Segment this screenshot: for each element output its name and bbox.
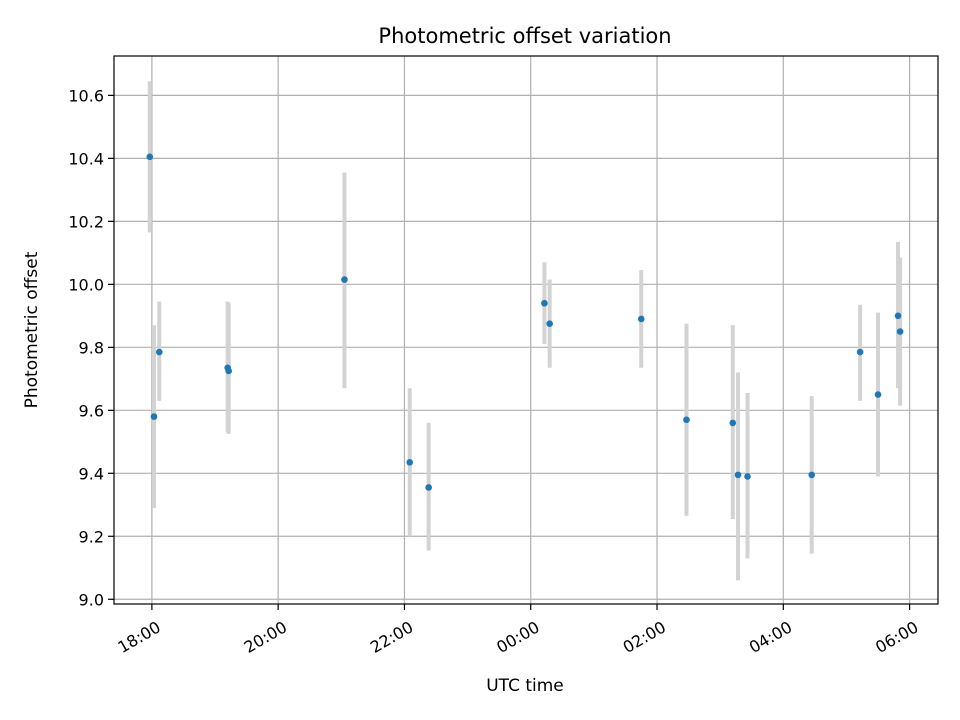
data-point bbox=[856, 348, 864, 356]
x-axis-label: UTC time bbox=[486, 676, 564, 696]
data-point bbox=[341, 276, 348, 283]
chart-title: Photometric offset variation bbox=[378, 24, 671, 48]
y-tick-label: 9.6 bbox=[79, 401, 104, 420]
data-point bbox=[150, 413, 158, 420]
data-point bbox=[729, 419, 737, 427]
data-point bbox=[225, 367, 233, 375]
data-points bbox=[146, 153, 904, 491]
x-tick-label: 00:00 bbox=[493, 617, 542, 657]
x-tick-label: 22:00 bbox=[367, 617, 416, 657]
x-tick-label: 04:00 bbox=[746, 617, 795, 657]
y-tick-label: 9.4 bbox=[79, 464, 104, 483]
data-point bbox=[425, 484, 432, 491]
y-tick-label: 9.0 bbox=[79, 590, 104, 609]
data-point bbox=[734, 471, 742, 479]
data-point bbox=[146, 153, 154, 161]
y-tick-label: 10.2 bbox=[68, 212, 104, 231]
data-point bbox=[541, 299, 548, 307]
y-tick-label: 10.6 bbox=[68, 86, 104, 105]
data-point bbox=[637, 315, 645, 323]
data-point bbox=[896, 328, 904, 335]
data-point bbox=[546, 320, 553, 328]
data-point bbox=[155, 348, 163, 356]
y-tick-label: 10.0 bbox=[68, 275, 104, 294]
plot-frame bbox=[113, 55, 939, 605]
y-tick-label: 9.2 bbox=[79, 527, 104, 546]
data-point bbox=[808, 471, 816, 479]
y-axis-label: Photometric offset bbox=[22, 251, 42, 408]
x-tick-label: 20:00 bbox=[241, 617, 290, 657]
x-tick-label: 02:00 bbox=[620, 617, 669, 657]
error-bars bbox=[147, 81, 903, 581]
y-tick-label: 10.4 bbox=[68, 149, 104, 168]
x-tick-label: 18:00 bbox=[114, 617, 163, 657]
grid bbox=[114, 56, 938, 604]
y-tick-label: 9.8 bbox=[79, 338, 104, 357]
data-point bbox=[744, 473, 751, 480]
data-point bbox=[406, 458, 414, 466]
data-point bbox=[894, 312, 902, 320]
ticks: 18:00 20:00 22:00 00:00 02:00 04:00 06:00 9.0 9.… bbox=[68, 86, 921, 657]
data-point bbox=[874, 391, 882, 398]
x-tick-label: 06:00 bbox=[872, 617, 921, 657]
data-point bbox=[683, 416, 690, 424]
